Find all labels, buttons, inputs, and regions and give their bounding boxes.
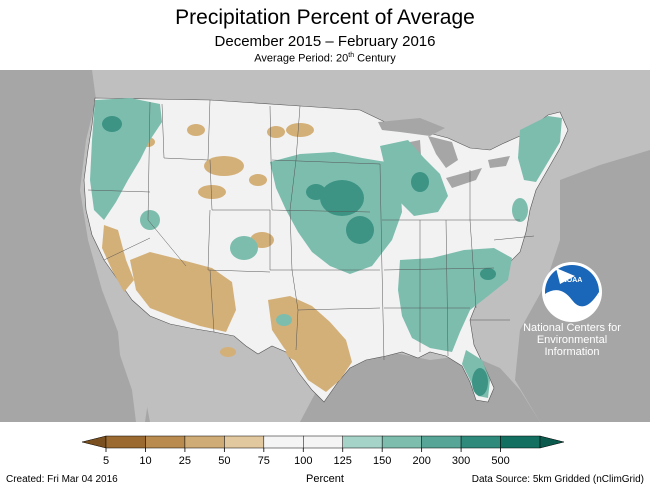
noaa-org-name: National Centers for Environmental Infor… xyxy=(513,322,631,358)
legend-swatch xyxy=(303,435,343,449)
very-wet-regions xyxy=(102,116,496,396)
legend-swatch xyxy=(184,435,225,449)
legend-tick-label: 100 xyxy=(294,455,312,467)
legend-swatch xyxy=(342,435,383,449)
legend-tick-label: 25 xyxy=(179,455,191,467)
org-line-2: Environmental xyxy=(536,334,608,346)
created-date: Created: Fri Mar 04 2016 xyxy=(6,474,118,485)
average-period-suffix: Century xyxy=(354,52,396,65)
org-line-1: National Centers for xyxy=(523,322,621,334)
legend-arrow-high xyxy=(539,435,565,449)
pacific-ocean xyxy=(0,70,150,422)
noaa-logo: NOAA xyxy=(542,262,602,322)
legend-swatch xyxy=(263,435,304,449)
legend-tick-label: 500 xyxy=(491,455,509,467)
legend-swatch xyxy=(224,435,265,449)
legend-arrow-low xyxy=(81,435,107,449)
legend-swatch xyxy=(145,435,186,449)
org-line-3: Information xyxy=(544,346,600,358)
legend-tick-label: 50 xyxy=(218,455,230,467)
map-subtitle: December 2015 – February 2016 xyxy=(214,33,436,50)
average-period: Average Period: 20th Century xyxy=(0,52,650,65)
average-period-sup: th xyxy=(348,52,355,59)
legend-tick-label: 5 xyxy=(103,455,109,467)
color-legend: 5 10 25 50 75 100 125 150 200 300 500 xyxy=(81,435,565,467)
legend-swatch xyxy=(500,435,541,449)
state-borders xyxy=(87,99,535,361)
legend-swatch xyxy=(105,435,146,449)
legend-tick-label: 150 xyxy=(373,455,391,467)
legend-swatch xyxy=(421,435,462,449)
precipitation-map: NOAA xyxy=(0,70,650,422)
legend-swatch xyxy=(381,435,422,449)
baja-peninsula xyxy=(118,332,150,422)
legend-unit-label: Percent xyxy=(306,473,344,485)
legend-tick-label: 10 xyxy=(139,455,151,467)
legend-tick-label: 75 xyxy=(258,455,270,467)
legend-tick-label: 200 xyxy=(412,455,430,467)
average-period-prefix: Average Period: 20 xyxy=(254,52,349,65)
map-title: Precipitation Percent of Average xyxy=(175,6,475,29)
legend-swatch xyxy=(460,435,501,449)
noaa-logo-text: NOAA xyxy=(562,277,583,284)
legend-tick-label: 125 xyxy=(334,455,352,467)
legend-tick-label: 300 xyxy=(452,455,470,467)
data-source: Data Source: 5km Gridded (nClimGrid) xyxy=(471,474,644,485)
